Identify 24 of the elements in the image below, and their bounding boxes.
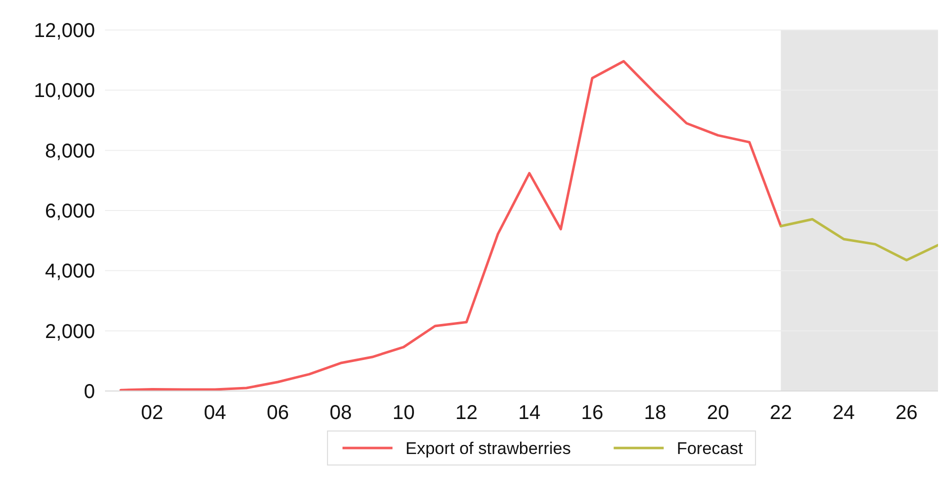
x-tick-label: 26 [895,402,918,424]
legend-label: Forecast [676,438,744,458]
x-tick-label: 12 [455,402,478,424]
x-tick-label: 20 [706,402,730,424]
y-tick-label: 2,000 [44,320,95,343]
x-tick-label: 08 [330,402,352,424]
y-tick-label: 10,000 [34,80,95,102]
line-series [119,60,782,392]
x-tick-label: 10 [392,402,415,424]
y-tick-label: 12,000 [34,20,95,42]
x-tick-label: 06 [266,402,290,424]
x-tick-label: 16 [581,402,604,424]
x-tick-label: 24 [832,402,855,424]
y-tick-label: 4,000 [44,260,95,283]
y-tick-label: 6,000 [44,200,95,222]
x-tick-label: 22 [770,402,792,424]
x-tick-label: 02 [141,402,164,424]
y-tick-label: 8,000 [44,140,95,162]
x-tick-label: 18 [644,402,666,424]
y-tick-label: 0 [84,381,95,403]
x-tick-label: 14 [518,402,540,424]
line-series [780,218,938,262]
legend-label: Export of strawberries [406,438,571,458]
x-tick-label: 04 [204,402,226,424]
